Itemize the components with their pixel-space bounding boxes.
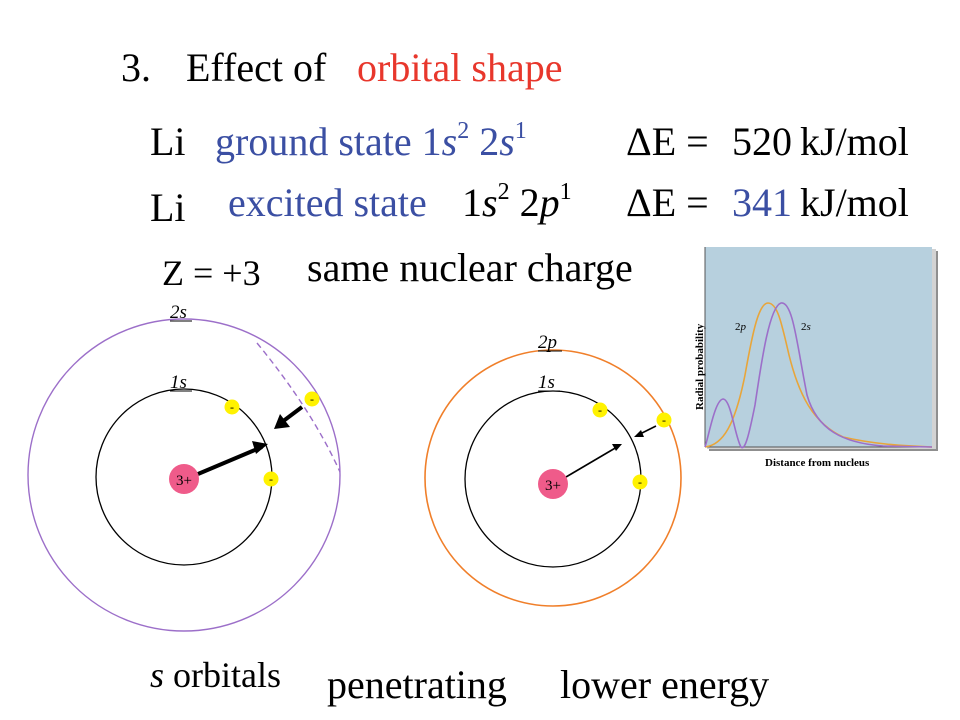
row1-unit: kJ/mol <box>800 119 909 164</box>
row2-value: 341 <box>732 180 792 225</box>
row2-unit: kJ/mol <box>800 180 909 225</box>
right-electron-arrow-line <box>639 425 657 435</box>
same-nuclear-charge: same nuclear charge <box>307 245 633 290</box>
footer-s-letter: s <box>150 655 165 695</box>
row2-state: excited state <box>228 180 427 225</box>
row1-delta: ΔE = <box>626 119 709 164</box>
left-electron-arrow-head <box>274 414 290 429</box>
footer-penetrating: penetrating <box>327 662 507 707</box>
right-electron-1s-b-sign: - <box>638 475 642 489</box>
left-electron-1s-b <box>263 471 279 487</box>
right-electron-1s-b <box>632 474 648 490</box>
row2-delta: ΔE = <box>626 180 709 225</box>
right-1s-label: 1s <box>538 372 555 393</box>
graph-label-2p: 2p <box>735 321 747 333</box>
row1-value: 520 <box>732 119 792 164</box>
right-2p-orbit <box>424 349 682 607</box>
right-electron-2p-sign: - <box>662 413 666 427</box>
graph-label-2s: 2s <box>801 321 811 333</box>
row2-config: 1s2 2p1 <box>462 179 572 225</box>
right-nucleus-label: 3+ <box>545 478 561 494</box>
left-2s-label: 2s <box>170 302 187 323</box>
curve-2p <box>704 302 933 448</box>
right-pull-arrow-line <box>565 446 618 478</box>
radial-probability-graph: Radial probability 2p 2s Distance from n… <box>694 247 938 469</box>
left-2s-orbit <box>27 318 341 632</box>
row1-config-2: 2s1 <box>479 118 527 164</box>
left-atom: 3+ - - - 2s 1s <box>27 302 341 632</box>
left-nucleus-label: 3+ <box>176 473 192 489</box>
z-charge: Z = +3 <box>162 253 261 293</box>
right-electron-1s-a-sign: - <box>598 403 602 417</box>
left-shielding-arc <box>256 342 341 473</box>
row1-element: Li <box>150 119 186 164</box>
left-electron-2s <box>304 391 320 407</box>
curve-2s <box>704 302 933 449</box>
left-electron-arrow-line <box>280 405 304 424</box>
heading-prefix: Effect of <box>186 45 327 90</box>
heading-highlight: orbital shape <box>357 45 563 90</box>
graph-xlabel: Distance from nucleus <box>765 457 870 469</box>
right-atom: 3+ - - - 2p 1s <box>424 332 682 607</box>
right-electron-1s-a <box>592 402 608 418</box>
heading-number: 3. <box>121 45 151 90</box>
right-2p-label: 2p <box>538 332 557 353</box>
left-1s-label: 1s <box>170 372 187 393</box>
left-nucleus <box>169 464 199 494</box>
left-electron-1s-a-sign: - <box>230 400 234 414</box>
row1-state: ground state <box>215 119 412 164</box>
footer-lower-energy: lower energy <box>560 662 770 707</box>
left-pull-arrow-head <box>252 441 268 454</box>
row2-element: Li <box>150 185 186 230</box>
row2-config-1: 1s2 <box>462 179 510 225</box>
footer-s-rest: orbitals <box>164 655 281 695</box>
left-electron-2s-sign: - <box>310 392 314 406</box>
right-nucleus <box>538 469 568 499</box>
graph-plot-area <box>705 247 932 447</box>
footer-s-orbitals: s orbitals <box>150 657 281 693</box>
right-electron-2p <box>656 412 672 428</box>
row2-config-2: 2p1 <box>519 179 572 225</box>
row1-config: ground state 1s2 2s1 <box>215 118 527 164</box>
left-pull-arrow-line <box>197 445 263 476</box>
row1-config-1: 1s2 <box>421 118 470 164</box>
left-electron-1s-a <box>224 399 240 415</box>
left-electron-1s-b-sign: - <box>269 472 273 486</box>
right-pull-arrow-head <box>612 444 622 451</box>
right-electron-arrow-head <box>634 430 644 437</box>
graph-ylabel: Radial probability <box>694 323 706 410</box>
